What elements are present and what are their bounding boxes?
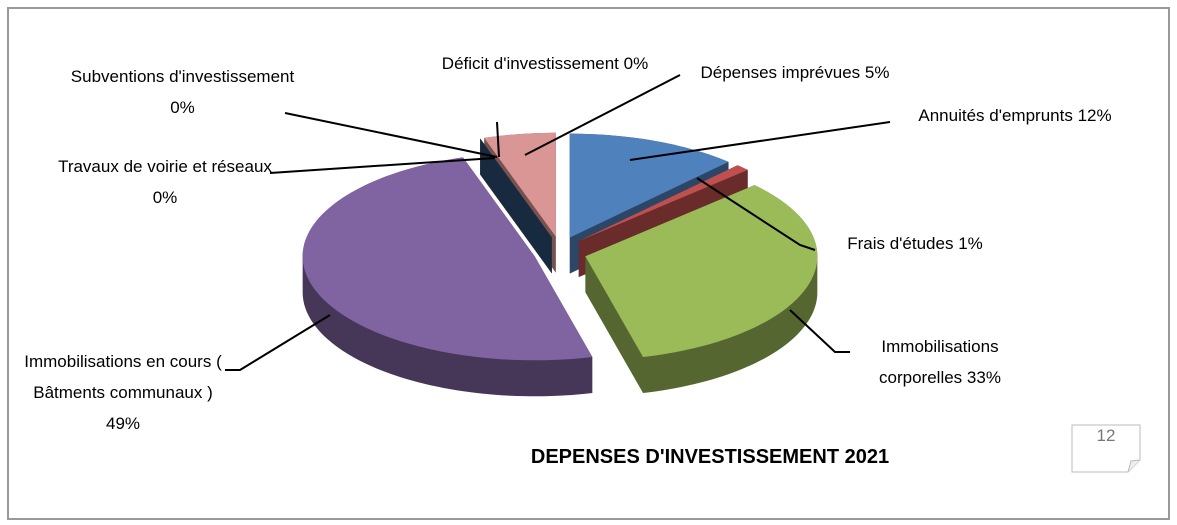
value-label: 1% [958,234,983,253]
leader-line [629,121,891,161]
data-label: Annuités d'emprunts 12% [895,100,1135,131]
page-note-fold [1127,459,1141,473]
data-label: Immobilisations corporelles 33% [840,331,1040,393]
page-number: 12 [1096,426,1116,445]
leader-line [789,309,850,353]
data-label: Immobilisations en cours ( Bâtments comm… [18,346,228,439]
frame [7,7,1170,520]
slice-side [480,138,552,274]
data-label: Subventions d'investissement 0% [70,61,295,123]
value-label: 0% [170,98,195,117]
category-label: Immobilisations en cours ( Bâtments comm… [24,352,222,402]
data-label: Travaux de voirie et réseaux 0% [50,151,280,213]
value-label: 0% [623,54,649,73]
leader-line [269,157,496,174]
category-label: Annuités d'emprunts [918,106,1073,125]
category-label: Dépenses imprévues [700,63,861,82]
value-label: 49% [105,414,141,433]
slice-top [480,138,552,238]
leader-line [225,314,331,371]
slice-top [302,157,593,361]
value-label: 12% [1077,106,1112,125]
chart-title: DEPENSES D'INVESTISSEMENT 2021 [530,446,890,468]
data-label: Frais d'études 1% [815,228,1015,259]
data-label: Dépenses imprévues 5% [685,57,905,88]
slice-top [484,132,556,237]
category-label: Immobilisations corporelles [879,337,999,387]
value-label: 33% [966,368,1001,387]
leader-line [284,112,498,158]
value-label: 0% [152,188,178,207]
slice-top [569,133,729,238]
leader-line [524,74,681,156]
slice-top [585,185,818,358]
leader-line [496,121,500,158]
value-label: 5% [864,63,890,82]
data-label: Déficit d'investissement 0% [415,48,675,79]
category-label: Déficit d'investissement [441,54,619,73]
category-label: Subventions d'investissement [70,67,295,86]
category-label: Frais d'études [847,234,954,253]
leader-line [696,177,816,251]
category-label: Travaux de voirie et réseaux [58,157,272,176]
